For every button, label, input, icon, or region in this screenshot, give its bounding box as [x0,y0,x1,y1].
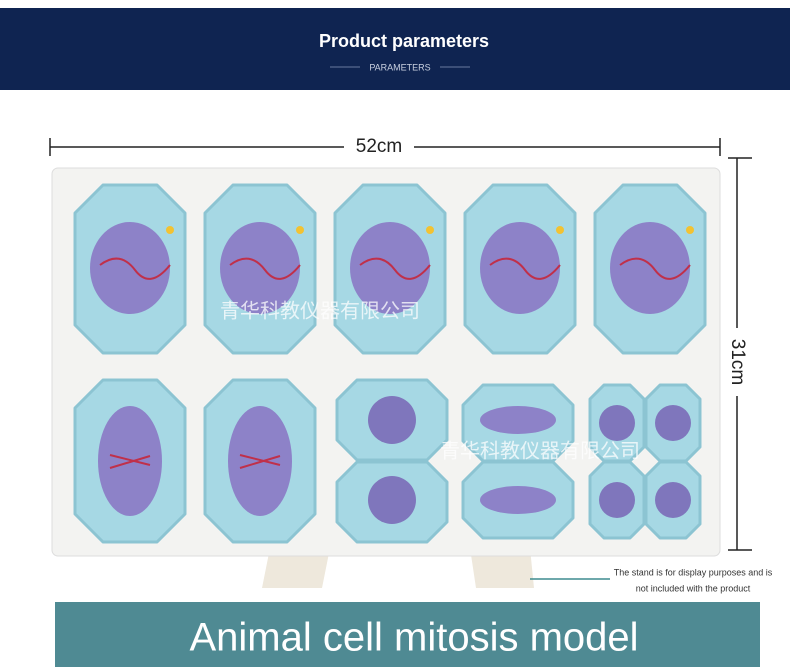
nucleus [599,405,635,441]
nucleus [655,405,691,441]
footer-title: Animal cell mitosis model [189,616,638,660]
cells [73,183,707,544]
spindle [480,406,556,434]
width-label: 52cm [356,136,402,157]
nucleus [220,222,300,314]
height-dimension [728,157,752,551]
chromatin [99,257,171,280]
nucleus [90,222,170,314]
nucleus [368,396,416,444]
centriole [166,226,174,234]
nucleus [368,476,416,524]
centriole [686,226,694,234]
centriole [426,226,434,234]
stand [470,548,534,588]
header-subtitle: PARAMETERS [369,62,430,72]
nucleus [480,222,560,314]
header-band [0,8,790,90]
nucleus [655,482,691,518]
chromatin [619,257,691,280]
width-dimension [49,138,721,156]
chromatin [229,257,301,280]
centriole [296,226,304,234]
nucleus [350,222,430,314]
chromatin [489,257,561,280]
nucleus [610,222,690,314]
centriole [556,226,564,234]
watermark: 青华科教仪器有限公司 [440,439,640,462]
nucleus [599,482,635,518]
header-title: Product parameters [319,31,489,51]
note-text: The stand is for display purposes and is [614,567,773,577]
note-text: not included with the product [636,583,751,593]
chromatin [359,257,431,280]
footer-band [55,602,760,667]
spindle [480,486,556,514]
chromatin [109,454,151,469]
chromatin [239,454,281,469]
watermark: 青华科教仪器有限公司 [220,299,420,322]
stand [262,548,330,588]
height-label: 31cm [727,339,748,385]
